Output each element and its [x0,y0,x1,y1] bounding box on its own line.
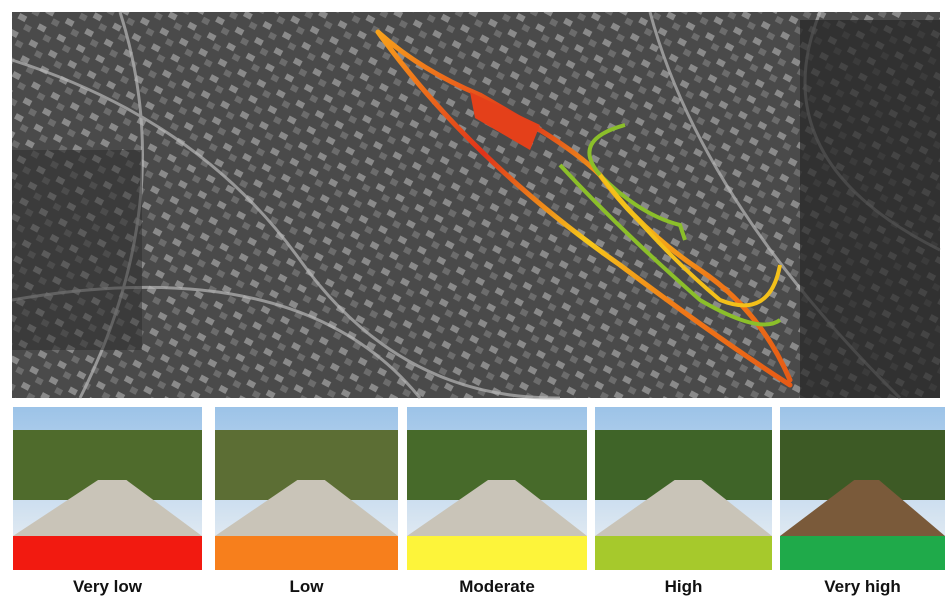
legend-swatch [780,536,945,570]
photo-road [780,480,945,536]
legend-label: Moderate [459,577,535,596]
photo-road [13,480,202,536]
legend-swatch [407,536,587,570]
photo [595,407,772,536]
photo [215,407,398,536]
legend-swatch [215,536,398,570]
legend-label: Very low [73,577,143,596]
legend-label: Low [290,577,325,596]
photo-road [407,480,587,536]
photo [13,407,202,536]
map [11,11,941,400]
photo [407,407,587,536]
photo [780,407,945,536]
legend-swatch [595,536,772,570]
legend-label: Very high [824,577,901,596]
photo-road [595,480,772,536]
legend-label: High [665,577,703,596]
photo-road [215,480,398,536]
legend-swatch [13,536,202,570]
